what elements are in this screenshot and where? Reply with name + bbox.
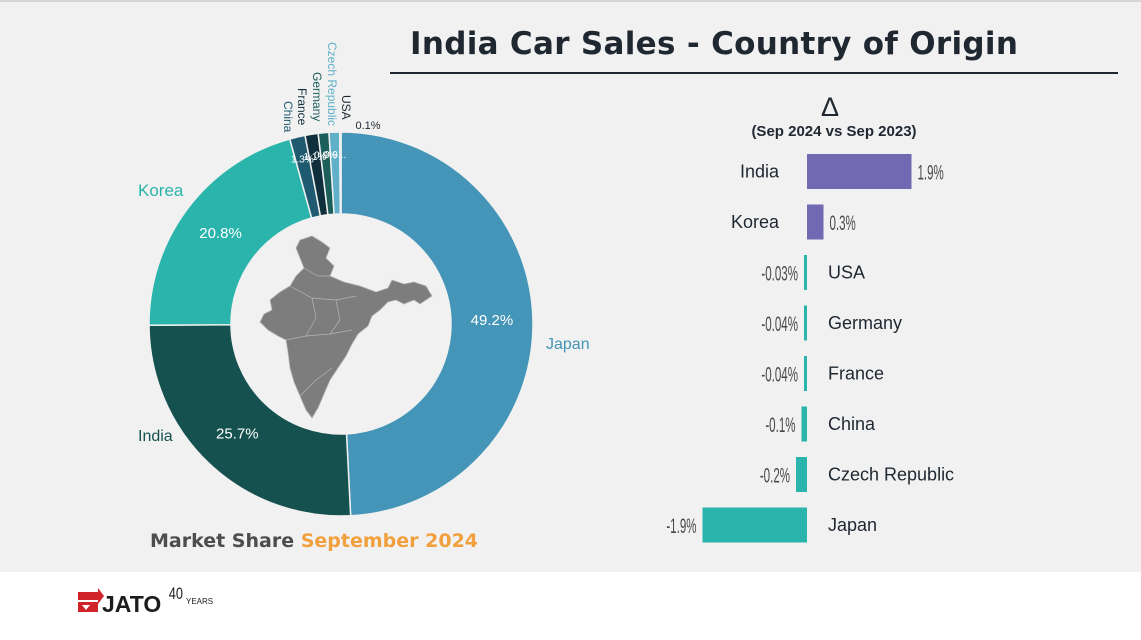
india-map-icon <box>259 235 433 419</box>
donut-label-japan: Japan <box>546 336 590 353</box>
donut-value-france: 1.1% <box>304 152 327 163</box>
donut-value-germany: 0.9% <box>314 151 337 162</box>
delta-bar-india <box>807 154 912 189</box>
jato-logo: JATO 40 YEARS <box>78 584 213 617</box>
delta-value-japan: -1.9% <box>666 514 696 538</box>
delta-value-czech-republic: -0.2% <box>760 464 790 488</box>
logo-text: JATO <box>102 591 161 617</box>
donut-value-korea: 20.8% <box>199 225 242 242</box>
delta-category-india: India <box>740 162 780 182</box>
donut-value-china: 1.3% <box>291 154 314 165</box>
delta-value-germany: -0.04% <box>761 312 798 336</box>
delta-bar-japan <box>702 507 807 543</box>
logo-years-number: 40 <box>169 584 183 603</box>
logo-years-word: YEARS <box>186 597 213 606</box>
donut-value-czech-republic: 0.9... <box>324 150 346 161</box>
delta-category-germany: Germany <box>828 313 902 333</box>
donut-label-czech-republic: Czech Republic <box>325 42 339 126</box>
title-underline <box>390 72 1118 74</box>
donut-label-india: India <box>138 428 173 445</box>
delta-bar-france <box>804 356 807 391</box>
donut-slice-korea <box>148 138 313 326</box>
delta-value-france: -0.04% <box>761 363 798 387</box>
donut-value-japan: 49.2% <box>471 312 514 329</box>
donut-label-france: France <box>295 88 309 126</box>
donut-slices <box>148 131 534 517</box>
delta-symbol: Δ <box>820 92 840 122</box>
delta-value-china: -0.1% <box>765 413 795 437</box>
donut-label-germany: Germany <box>310 72 324 121</box>
donut-label-korea: Korea <box>138 181 184 200</box>
donut-label-china: China <box>281 101 295 133</box>
donut-slice-india <box>148 323 352 517</box>
delta-category-usa: USA <box>828 263 865 283</box>
delta-period-label: (Sep 2024 vs Sep 2023) <box>751 123 917 140</box>
delta-category-japan: Japan <box>828 515 877 535</box>
delta-category-korea: Korea <box>731 212 780 232</box>
chart-title: India Car Sales - Country of Origin <box>410 26 1019 62</box>
delta-bar-czech-republic <box>796 457 807 492</box>
donut-label-usa: USA <box>339 95 353 120</box>
delta-bar-germany <box>804 305 807 341</box>
donut-value-usa: 0.1% <box>355 120 380 132</box>
delta-category-france: France <box>828 364 884 384</box>
donut-value-india: 25.7% <box>216 426 259 443</box>
market-share-donut-chart: 49.2% 25.7% 20.8% 1.3%1.1%0.9%0.9... 0.1% Jap… <box>138 42 590 517</box>
delta-value-india: 1.9% <box>918 161 944 185</box>
delta-bar-korea <box>807 204 824 240</box>
delta-category-czech-republic: Czech Republic <box>828 465 954 485</box>
delta-value-korea: 0.3% <box>830 211 856 235</box>
delta-value-usa: -0.03% <box>761 262 798 286</box>
caption-month: September 2024 <box>300 530 479 552</box>
delta-bars: India 1.9% Korea 0.3% USA -0.03% Germany -0.04%… <box>666 154 954 543</box>
delta-bar-chart: India 1.9% Korea 0.3% USA -0.03% Germany -0.04%… <box>666 154 954 543</box>
delta-bar-china <box>801 406 807 442</box>
caption-prefix: Market Share <box>150 530 295 552</box>
market-share-caption: Market Share September 2024 <box>150 530 478 552</box>
donut-labels: 49.2% 25.7% 20.8% 1.3%1.1%0.9%0.9... 0.1% Jap… <box>138 42 590 445</box>
donut-slice-usa <box>339 131 342 215</box>
donut-slice-japan <box>340 131 534 517</box>
delta-category-china: China <box>828 414 876 434</box>
delta-bar-usa <box>804 255 807 290</box>
